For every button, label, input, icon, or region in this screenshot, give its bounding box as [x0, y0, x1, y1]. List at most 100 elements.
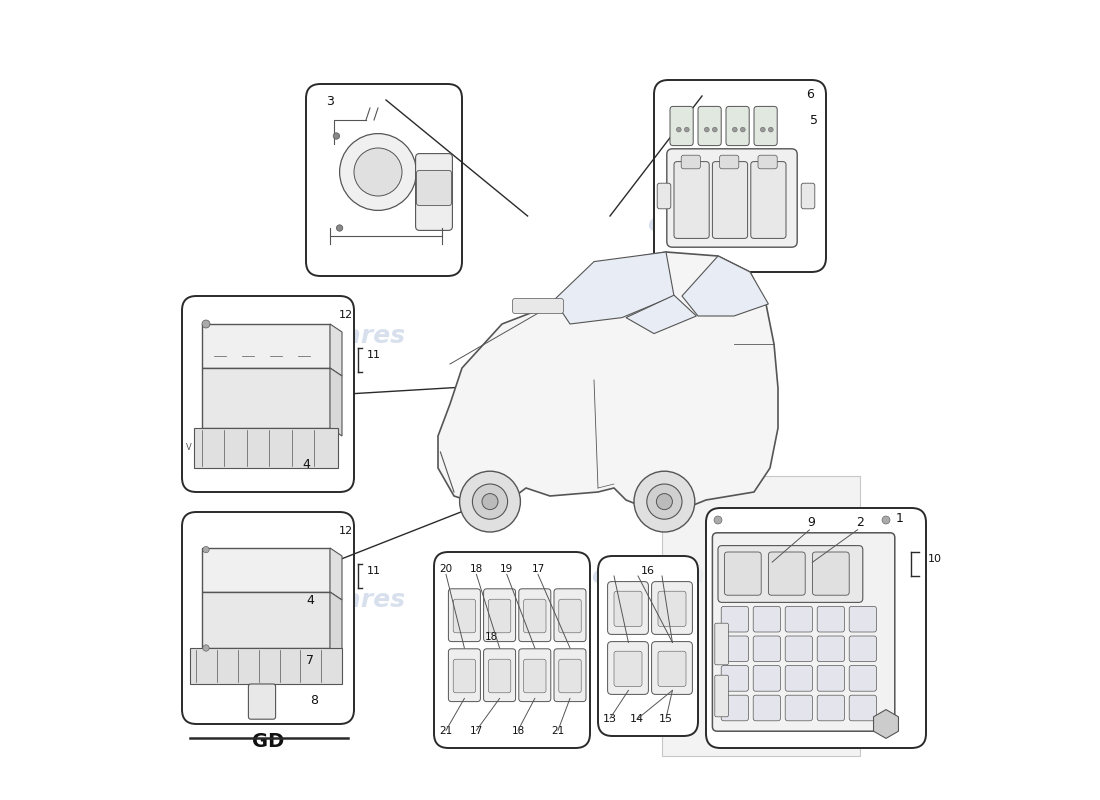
Text: 11: 11 [367, 350, 381, 360]
Circle shape [714, 516, 722, 524]
FancyBboxPatch shape [554, 589, 586, 642]
Text: 15: 15 [659, 714, 673, 723]
FancyBboxPatch shape [715, 623, 728, 665]
Polygon shape [682, 256, 769, 316]
Text: 18: 18 [512, 726, 525, 736]
FancyBboxPatch shape [722, 606, 748, 632]
Polygon shape [202, 548, 330, 592]
Circle shape [634, 471, 695, 532]
FancyBboxPatch shape [654, 80, 826, 272]
FancyBboxPatch shape [658, 591, 686, 626]
Circle shape [460, 471, 520, 532]
FancyBboxPatch shape [519, 589, 551, 642]
Text: 3: 3 [326, 95, 334, 108]
FancyBboxPatch shape [484, 589, 516, 642]
FancyBboxPatch shape [249, 684, 276, 719]
Circle shape [676, 127, 681, 132]
Polygon shape [626, 295, 696, 334]
Text: eurospares: eurospares [246, 324, 405, 348]
FancyBboxPatch shape [681, 155, 701, 169]
FancyBboxPatch shape [718, 546, 862, 602]
FancyBboxPatch shape [698, 106, 722, 146]
FancyBboxPatch shape [416, 154, 452, 230]
FancyBboxPatch shape [785, 606, 813, 632]
FancyBboxPatch shape [674, 162, 710, 238]
FancyBboxPatch shape [715, 675, 728, 717]
Text: 11: 11 [367, 566, 381, 576]
Circle shape [647, 484, 682, 519]
FancyBboxPatch shape [554, 649, 586, 702]
FancyBboxPatch shape [519, 649, 551, 702]
FancyBboxPatch shape [713, 533, 894, 731]
Text: 10: 10 [927, 554, 942, 565]
FancyBboxPatch shape [725, 552, 761, 595]
FancyBboxPatch shape [670, 106, 693, 146]
FancyBboxPatch shape [524, 599, 546, 633]
Circle shape [202, 320, 210, 328]
FancyBboxPatch shape [453, 659, 475, 693]
Circle shape [740, 127, 745, 132]
FancyBboxPatch shape [513, 298, 563, 314]
Text: 20: 20 [439, 564, 452, 574]
FancyBboxPatch shape [754, 636, 780, 662]
FancyBboxPatch shape [607, 582, 648, 634]
Text: 21: 21 [439, 726, 452, 736]
Polygon shape [330, 324, 342, 376]
Text: 18: 18 [485, 632, 498, 642]
FancyBboxPatch shape [488, 659, 510, 693]
Text: 16: 16 [641, 566, 654, 576]
Text: eurospares: eurospares [591, 564, 749, 588]
Circle shape [657, 494, 672, 510]
FancyBboxPatch shape [434, 552, 590, 748]
FancyBboxPatch shape [559, 599, 581, 633]
FancyBboxPatch shape [658, 651, 686, 686]
Circle shape [713, 127, 717, 132]
FancyBboxPatch shape [488, 599, 510, 633]
Text: V: V [186, 443, 191, 452]
Polygon shape [190, 648, 342, 684]
Text: 5: 5 [810, 114, 818, 127]
Circle shape [202, 645, 209, 651]
FancyBboxPatch shape [182, 296, 354, 492]
FancyBboxPatch shape [598, 556, 698, 736]
Text: 13: 13 [603, 714, 617, 723]
Circle shape [733, 127, 737, 132]
FancyBboxPatch shape [614, 591, 642, 626]
FancyBboxPatch shape [758, 155, 778, 169]
FancyBboxPatch shape [754, 106, 778, 146]
Text: 19: 19 [500, 564, 514, 574]
Text: 12: 12 [339, 526, 353, 537]
Polygon shape [202, 324, 330, 368]
FancyBboxPatch shape [817, 606, 845, 632]
FancyBboxPatch shape [817, 636, 845, 662]
Polygon shape [873, 710, 899, 738]
FancyBboxPatch shape [484, 649, 516, 702]
FancyBboxPatch shape [182, 512, 354, 724]
Circle shape [882, 516, 890, 524]
Text: 4: 4 [306, 594, 313, 607]
FancyBboxPatch shape [607, 642, 648, 694]
Text: 21: 21 [551, 726, 564, 736]
FancyBboxPatch shape [449, 649, 481, 702]
FancyBboxPatch shape [306, 84, 462, 276]
FancyBboxPatch shape [722, 636, 748, 662]
FancyBboxPatch shape [754, 695, 780, 721]
FancyBboxPatch shape [651, 642, 692, 694]
Circle shape [472, 484, 507, 519]
FancyBboxPatch shape [785, 666, 813, 691]
Circle shape [482, 494, 498, 510]
Polygon shape [330, 592, 342, 656]
Polygon shape [330, 548, 342, 600]
Text: 17: 17 [531, 564, 544, 574]
Text: 18: 18 [470, 564, 483, 574]
Polygon shape [438, 252, 778, 508]
FancyBboxPatch shape [849, 695, 877, 721]
Text: 17: 17 [470, 726, 483, 736]
FancyBboxPatch shape [651, 582, 692, 634]
Text: 8: 8 [310, 694, 318, 707]
Text: 12: 12 [339, 310, 353, 321]
Circle shape [669, 582, 688, 602]
Circle shape [760, 127, 766, 132]
FancyBboxPatch shape [453, 599, 475, 633]
FancyBboxPatch shape [754, 606, 780, 632]
